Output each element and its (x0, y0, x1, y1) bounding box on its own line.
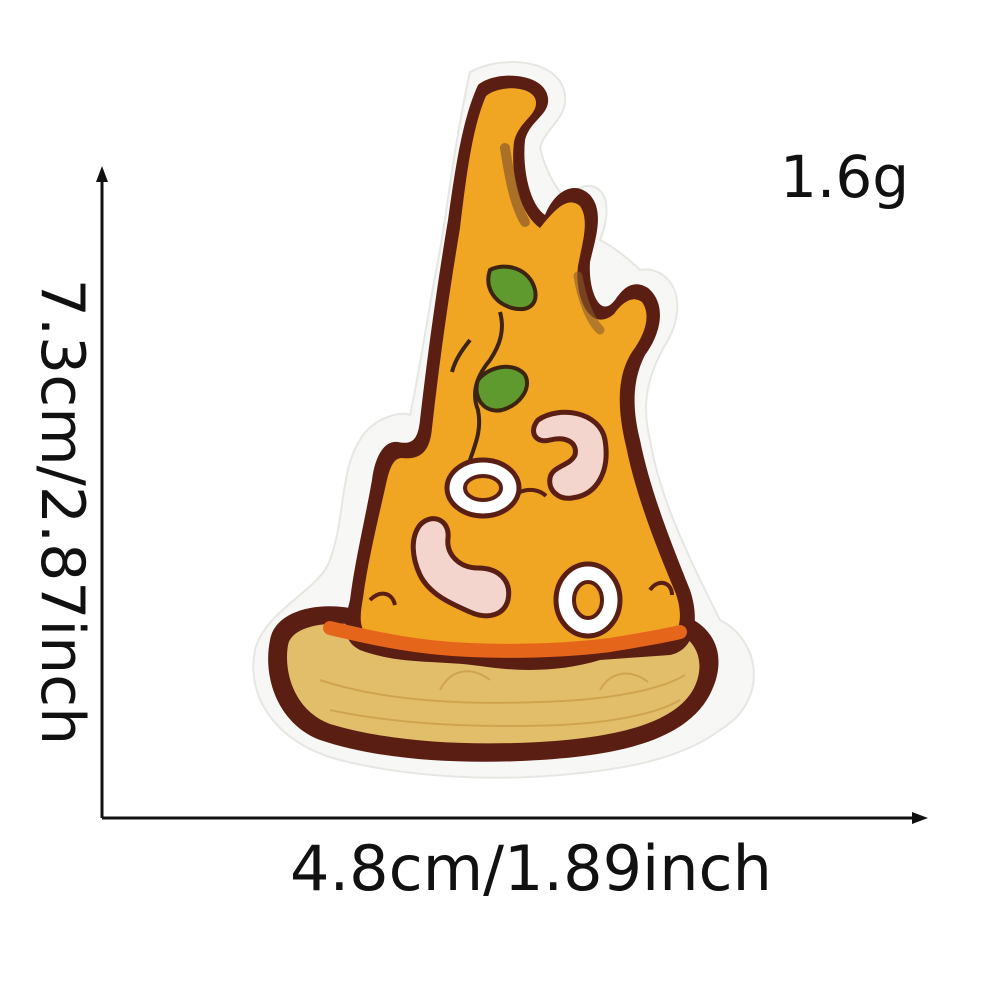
width-axis-arrow (102, 812, 928, 824)
basil-leaf-icon (450, 264, 538, 461)
height-axis-arrow (96, 166, 108, 818)
height-dimension-label: 7.3cm/2.87inch (27, 278, 97, 746)
width-dimension-label: 4.8cm/1.89inch (290, 832, 772, 905)
onion-ring-icon (553, 561, 623, 639)
onion-ring-icon (444, 457, 522, 519)
pizza-slice-patch-icon (252, 61, 755, 779)
shrimp-icon (531, 409, 609, 501)
shrimp-icon (410, 516, 512, 619)
weight-label: 1.6g (780, 143, 910, 211)
